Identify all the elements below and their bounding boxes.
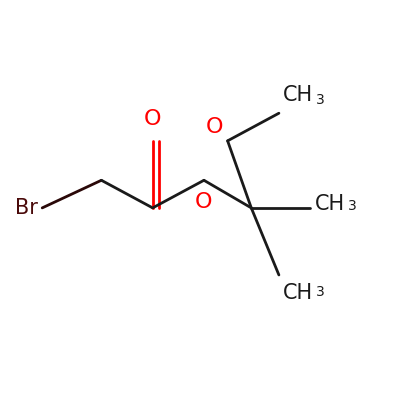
Text: 3: 3	[348, 199, 357, 213]
Text: 3: 3	[316, 285, 325, 299]
Text: CH: CH	[283, 85, 313, 105]
Text: O: O	[195, 192, 213, 212]
Text: 3: 3	[316, 93, 325, 107]
Text: CH: CH	[314, 194, 344, 214]
Text: O: O	[206, 117, 224, 137]
Text: CH: CH	[283, 283, 313, 303]
Text: Br: Br	[16, 198, 38, 218]
Text: O: O	[144, 109, 162, 129]
